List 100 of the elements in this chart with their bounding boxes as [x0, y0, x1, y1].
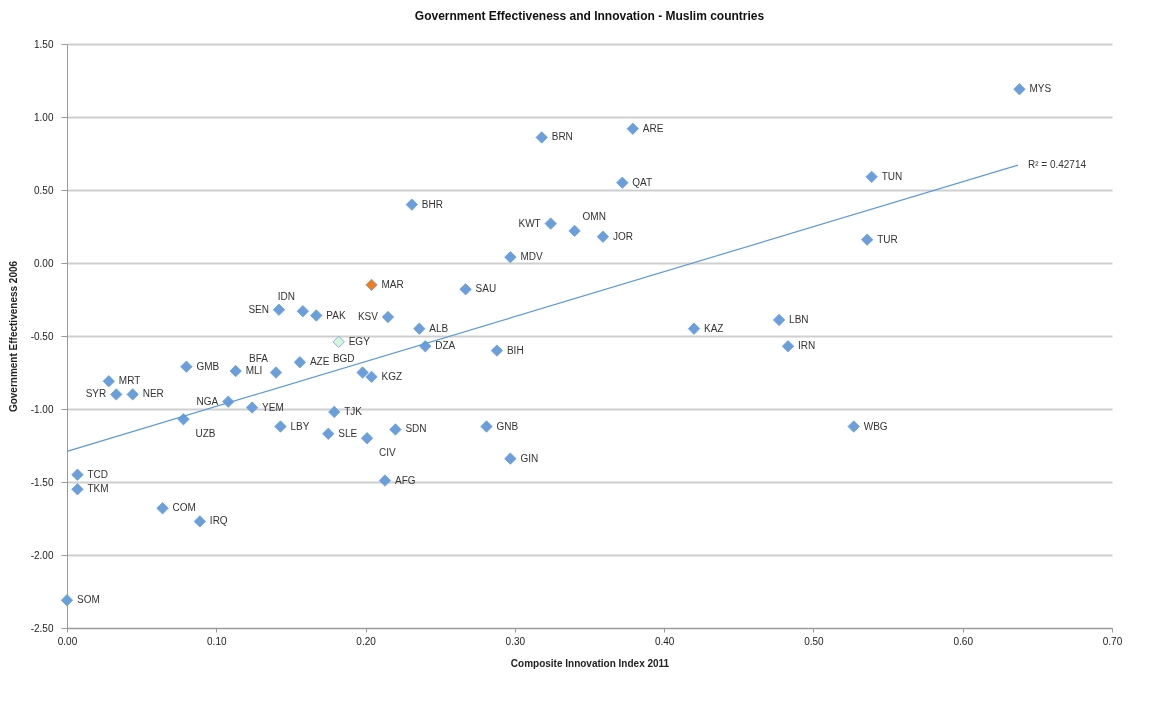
point — [544, 217, 557, 230]
annotation: IRQ — [209, 515, 228, 527]
x-tick-label: 0.60 — [953, 635, 974, 647]
annotation: WBG — [863, 420, 888, 432]
point — [356, 366, 369, 379]
annotation: TKM — [87, 483, 109, 495]
point — [322, 427, 335, 440]
point — [365, 278, 378, 291]
x-tick-label: 0.40 — [654, 635, 675, 647]
point — [535, 131, 548, 144]
x-tick-label: 0.00 — [57, 635, 78, 647]
y-tick-label: -1.50 — [30, 476, 54, 488]
y-tick-label: 1.50 — [34, 38, 54, 50]
annotation: COM — [172, 502, 196, 514]
point — [861, 233, 874, 246]
x-tick-label: 0.30 — [505, 635, 526, 647]
annotation: SAU — [475, 283, 497, 295]
annotation: IDN — [277, 291, 295, 303]
annotation: BRN — [551, 131, 573, 143]
annotation: KGZ — [381, 370, 403, 382]
annotation: MYS — [1029, 83, 1052, 95]
annotation: PAK — [326, 309, 346, 321]
annotation: MLI — [245, 365, 263, 377]
point — [110, 388, 123, 401]
point — [126, 388, 139, 401]
point — [378, 474, 392, 487]
point — [504, 452, 517, 465]
annotation: DZA — [435, 340, 456, 352]
annotation: GNB — [496, 420, 519, 432]
point — [60, 594, 74, 607]
annotation: ARE — [642, 122, 664, 134]
annotation: BFA — [249, 352, 269, 364]
y-tick-label: 1.00 — [34, 111, 54, 123]
point — [490, 344, 504, 357]
point — [616, 176, 629, 189]
point — [71, 468, 84, 481]
annotation: EGY — [348, 335, 371, 347]
annotation: SEN — [248, 303, 269, 315]
point — [413, 322, 426, 335]
point — [156, 502, 169, 515]
x-tick-label: 0.70 — [1102, 635, 1123, 647]
point — [293, 356, 306, 369]
annotation: NER — [142, 388, 164, 400]
annotation: AFG — [394, 474, 416, 486]
point — [274, 420, 287, 433]
point — [180, 360, 193, 373]
point — [193, 515, 206, 528]
point — [480, 420, 493, 433]
point — [360, 432, 374, 445]
point — [405, 198, 418, 211]
annotation: YEM — [262, 401, 284, 413]
annotation: TJK — [344, 405, 363, 417]
point — [389, 423, 402, 436]
y-tick-label: 0.00 — [34, 257, 54, 269]
y-axis-title: Government Effectiveness 2006 — [7, 260, 19, 413]
x-axis-title: Composite Innovation Index 2011 — [510, 657, 670, 669]
point — [596, 230, 610, 243]
annotation: NGA — [196, 395, 219, 407]
annotation: IRN — [798, 340, 816, 352]
annotation: BIH — [506, 344, 524, 356]
point — [626, 122, 639, 135]
point — [781, 340, 795, 353]
annotation: GIN — [520, 452, 539, 464]
annotation: MDV — [520, 251, 543, 263]
chart-title: Government Effectiveness and Innovation - Muslim countries — [414, 9, 765, 23]
annotation: JOR — [612, 230, 633, 242]
y-tick-label: -0.50 — [30, 330, 54, 342]
annotation: UZB — [195, 428, 216, 440]
x-tick-label: 0.50 — [804, 635, 825, 647]
point — [246, 401, 259, 414]
point — [504, 251, 517, 264]
annotation: TUR — [877, 233, 898, 245]
annotation: CIV — [379, 447, 397, 459]
annotation: SLE — [338, 427, 358, 439]
y-tick-label: -2.00 — [30, 549, 54, 561]
annotation: SYR — [85, 388, 107, 400]
annotation: BGD — [332, 352, 355, 364]
point — [772, 313, 786, 327]
annotation: TUN — [881, 170, 903, 182]
point — [568, 224, 581, 237]
point — [687, 322, 701, 335]
annotation: SOM — [77, 594, 100, 606]
point — [102, 375, 115, 388]
x-tick-label: 0.20 — [356, 635, 377, 647]
point — [332, 335, 345, 348]
annotation: KSV — [357, 311, 379, 323]
point — [1013, 83, 1026, 96]
point — [865, 170, 878, 183]
point — [328, 405, 341, 419]
point — [296, 305, 309, 318]
point — [269, 366, 283, 379]
annotation: R² = 0.42714 — [1027, 159, 1087, 171]
point — [229, 364, 242, 378]
annotation: AZE — [309, 356, 330, 368]
annotation: KAZ — [704, 322, 724, 334]
point — [459, 283, 472, 296]
point — [272, 303, 286, 316]
annotation: MRT — [118, 375, 141, 387]
point — [365, 370, 378, 383]
annotation: SDN — [405, 423, 427, 435]
